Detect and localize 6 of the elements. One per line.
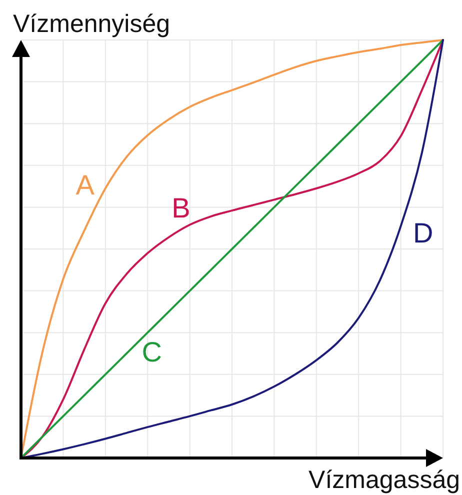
series-label: C — [142, 336, 162, 368]
y-axis-title: Vízmennyiség — [13, 10, 170, 38]
x-axis-title: Vízmagasság — [308, 466, 460, 494]
series-label: D — [413, 218, 434, 249]
series-label: B — [172, 192, 190, 224]
series-label: A — [76, 170, 95, 201]
